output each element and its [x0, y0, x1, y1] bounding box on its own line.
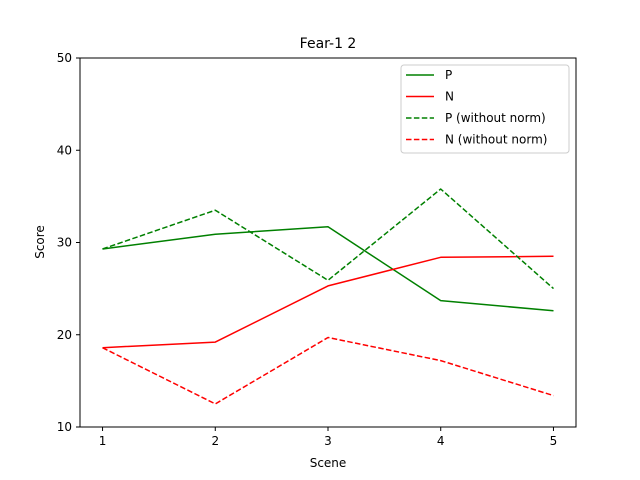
plot-lines — [102, 188, 554, 405]
legend-box — [400, 64, 570, 154]
legend-label: P — [445, 68, 452, 82]
y-tick-label: 50 — [57, 51, 72, 65]
x-axis: 1 2 3 4 5 — [99, 427, 558, 448]
legend-label: N (without norm) — [445, 133, 547, 147]
y-tick-label: 30 — [57, 236, 72, 250]
chart-title: Fear-1 2 — [300, 36, 357, 52]
y-axis-label: Score — [33, 225, 47, 259]
x-tick-label: 2 — [211, 434, 219, 448]
x-tick-label: 1 — [99, 434, 107, 448]
legend: PN P (without norm) N (without norm) — [400, 64, 570, 154]
y-tick-label: 40 — [57, 143, 72, 157]
y-tick-label: 10 — [57, 420, 72, 434]
x-axis-label: Scene — [310, 456, 347, 470]
x-tick-label: 5 — [550, 434, 558, 448]
x-tick-label: 4 — [437, 434, 445, 448]
series-line-n-without-norm — [102, 336, 554, 405]
legend-label: P (without norm) — [445, 111, 546, 125]
series-line-p — [102, 226, 554, 312]
legend-label: N — [445, 90, 454, 104]
series-line-p-without-norm — [102, 188, 554, 290]
x-tick-label: 3 — [324, 434, 332, 448]
y-tick-label: 20 — [57, 328, 72, 342]
y-axis: 10 20 30 40 50 — [57, 51, 80, 434]
series-line-n — [102, 255, 554, 349]
